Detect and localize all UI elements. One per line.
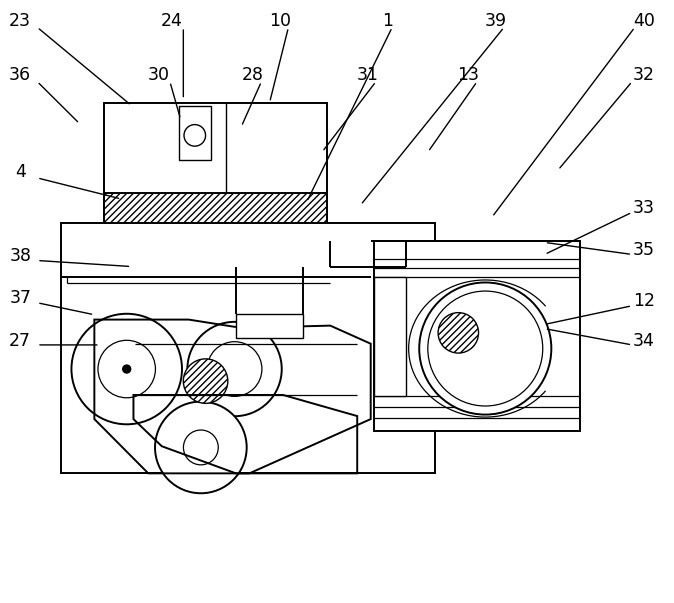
Bar bbox=[179, 106, 211, 160]
Circle shape bbox=[438, 312, 479, 353]
Text: 1: 1 bbox=[382, 12, 393, 30]
Circle shape bbox=[419, 282, 551, 415]
Circle shape bbox=[207, 342, 262, 396]
Bar bbox=[236, 314, 303, 338]
Text: 12: 12 bbox=[633, 292, 654, 311]
Bar bbox=[374, 277, 406, 396]
Text: 35: 35 bbox=[633, 241, 654, 259]
Circle shape bbox=[123, 365, 131, 373]
Text: 31: 31 bbox=[357, 66, 378, 84]
Text: 37: 37 bbox=[9, 289, 31, 308]
Circle shape bbox=[98, 340, 156, 398]
Text: 24: 24 bbox=[161, 12, 183, 30]
Text: 39: 39 bbox=[485, 12, 506, 30]
Circle shape bbox=[155, 402, 247, 493]
Text: 32: 32 bbox=[633, 66, 654, 84]
Text: 34: 34 bbox=[633, 332, 654, 350]
Bar bbox=[61, 223, 435, 473]
Circle shape bbox=[183, 430, 218, 465]
Text: 40: 40 bbox=[633, 12, 654, 30]
Text: 27: 27 bbox=[9, 332, 31, 350]
Circle shape bbox=[428, 291, 543, 406]
Text: 38: 38 bbox=[9, 247, 31, 265]
Bar bbox=[104, 193, 327, 241]
Text: 28: 28 bbox=[242, 66, 264, 84]
Bar bbox=[104, 103, 327, 241]
Text: 36: 36 bbox=[9, 66, 31, 84]
Text: 13: 13 bbox=[458, 66, 479, 84]
Circle shape bbox=[184, 125, 206, 146]
Bar bbox=[61, 241, 96, 277]
Circle shape bbox=[183, 359, 228, 403]
Circle shape bbox=[71, 314, 182, 425]
Text: 10: 10 bbox=[269, 12, 290, 30]
Text: 4: 4 bbox=[15, 163, 26, 181]
Text: 33: 33 bbox=[633, 199, 654, 217]
Bar bbox=[94, 241, 334, 267]
Text: 23: 23 bbox=[9, 12, 31, 30]
Text: 30: 30 bbox=[148, 66, 169, 84]
Circle shape bbox=[187, 322, 282, 416]
Bar bbox=[374, 241, 580, 431]
